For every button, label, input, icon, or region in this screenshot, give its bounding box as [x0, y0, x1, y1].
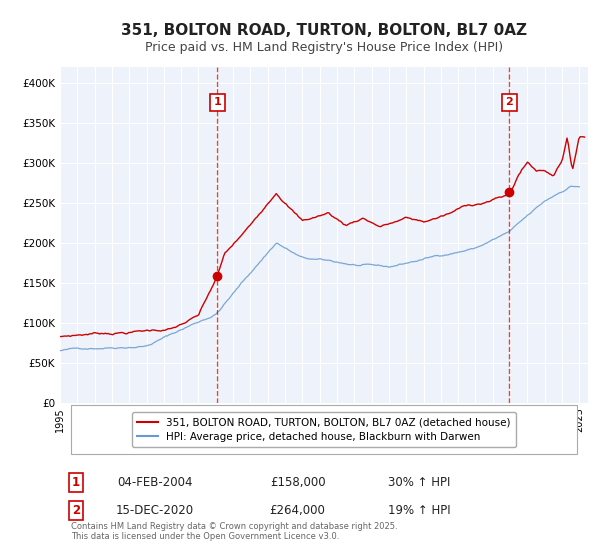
FancyBboxPatch shape: [71, 405, 577, 454]
Text: 15-DEC-2020: 15-DEC-2020: [116, 503, 194, 517]
Text: 2: 2: [506, 97, 513, 108]
Text: 04-FEB-2004: 04-FEB-2004: [117, 476, 193, 489]
Legend: 351, BOLTON ROAD, TURTON, BOLTON, BL7 0AZ (detached house), HPI: Average price, : 351, BOLTON ROAD, TURTON, BOLTON, BL7 0A…: [132, 412, 516, 447]
Text: Price paid vs. HM Land Registry's House Price Index (HPI): Price paid vs. HM Land Registry's House …: [145, 41, 503, 54]
Text: £158,000: £158,000: [270, 476, 325, 489]
Text: 30% ↑ HPI: 30% ↑ HPI: [388, 476, 450, 489]
Text: £264,000: £264,000: [269, 503, 326, 517]
Text: 2: 2: [72, 503, 80, 517]
Text: 351, BOLTON ROAD, TURTON, BOLTON, BL7 0AZ: 351, BOLTON ROAD, TURTON, BOLTON, BL7 0A…: [121, 24, 527, 38]
Text: 19% ↑ HPI: 19% ↑ HPI: [388, 503, 451, 517]
Text: 1: 1: [72, 476, 80, 489]
Text: Contains HM Land Registry data © Crown copyright and database right 2025.
This d: Contains HM Land Registry data © Crown c…: [71, 522, 397, 542]
Text: 1: 1: [214, 97, 221, 108]
